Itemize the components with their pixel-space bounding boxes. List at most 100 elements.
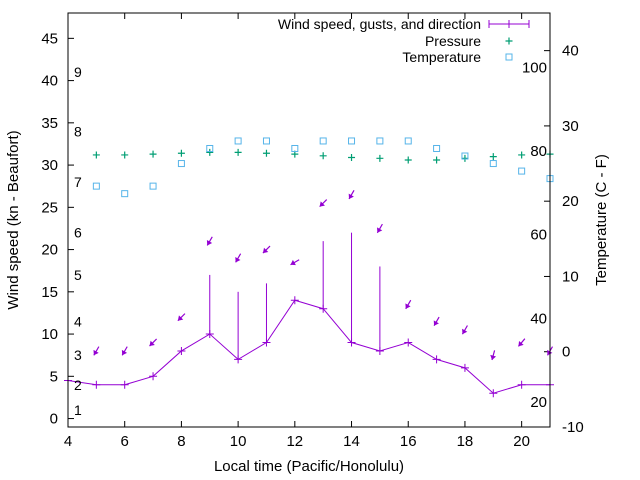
wind-speed-point [177, 346, 186, 355]
temperature-point [433, 144, 441, 152]
direction-arrow-head [377, 227, 383, 233]
x-tick-label: 6 [121, 433, 129, 450]
fahrenheit-label: 60 [530, 227, 547, 244]
pressure-point [206, 148, 214, 156]
beaufort-label: 1 [74, 402, 82, 418]
x-axis-title: Local time (Pacific/Honolulu) [214, 458, 404, 475]
legend-swatch-marker [505, 53, 513, 61]
y-tick-label: 5 [50, 368, 58, 385]
y2-tick-label: 20 [562, 193, 579, 210]
beaufort-label: 6 [74, 225, 82, 241]
temperature-point [177, 160, 185, 168]
y-tick-label: 25 [41, 199, 58, 216]
x-tick-label: 12 [286, 433, 303, 450]
wind-speed-line [67, 299, 550, 394]
y-axis-title: Wind speed (kn - Beaufort) [5, 130, 22, 309]
fahrenheit-label: 40 [530, 310, 547, 327]
direction-arrow-head [490, 354, 497, 361]
pressure-point [234, 148, 242, 156]
pressure-point [121, 151, 129, 159]
pressure-point [177, 149, 185, 157]
legend-swatch-marker [505, 20, 513, 28]
x-tick-label: 20 [513, 433, 530, 450]
temperature-point [92, 182, 100, 190]
temperature-point [348, 137, 356, 145]
plot-frame [67, 12, 551, 428]
direction-arrow-head [518, 340, 524, 347]
wind-speed-point [149, 372, 158, 381]
pressure-point [404, 156, 412, 164]
temperature-point [376, 137, 384, 145]
pressure-point [376, 154, 384, 162]
direction-arrow-head [149, 340, 155, 347]
wind-speed-point [517, 380, 526, 389]
pressure-point [461, 154, 469, 162]
wind-speed-point [489, 389, 498, 398]
wind-speed-point [347, 338, 356, 347]
pressure-point [92, 151, 100, 159]
direction-arrow-head [93, 349, 99, 356]
y-tick-label: 45 [41, 30, 58, 47]
y2-tick-label: 0 [562, 344, 570, 361]
wind-speed-point [460, 363, 469, 372]
pressure-point [518, 151, 526, 159]
x-tick-label: 16 [400, 433, 417, 450]
temperature-point [206, 144, 214, 152]
wind-speed-point [205, 330, 214, 339]
legend: Wind speed, gusts, and directionPressure… [278, 16, 530, 65]
temperature-point [404, 137, 412, 145]
pressure-point [262, 149, 270, 157]
fahrenheit-label: 100 [522, 59, 547, 76]
pressure-point [433, 156, 441, 164]
direction-arrow-head [121, 349, 128, 356]
y-tick-label: 0 [50, 411, 58, 428]
wind-speed-point [234, 355, 243, 364]
wind-speed-point [319, 304, 328, 313]
direction-arrow-head [348, 193, 354, 199]
pressure-point [489, 153, 497, 161]
direction-arrow-head [319, 201, 325, 207]
beaufort-label: 3 [74, 347, 82, 363]
legend-label-temperature: Temperature [402, 49, 481, 65]
y-tick-label: 10 [41, 326, 58, 343]
direction-arrow-head [177, 315, 184, 321]
temperature-point [121, 190, 129, 198]
legend-swatch-marker [505, 37, 513, 45]
wind-speed-point [404, 338, 413, 347]
direction-arrow-head [405, 303, 411, 309]
pressure-point [319, 152, 327, 160]
y2-tick-label: 10 [562, 268, 579, 285]
y2-tick-label: -10 [562, 419, 584, 436]
direction-arrow-head [262, 247, 269, 254]
wind-speed-point [290, 296, 299, 305]
y-tick-label: 30 [41, 157, 58, 174]
beaufort-label: 8 [74, 123, 82, 139]
temperature-point [489, 160, 497, 168]
y2-axis-title: Temperature (C - F) [593, 154, 610, 286]
x-tick-label: 10 [230, 433, 247, 450]
legend-label-pressure: Pressure [425, 33, 481, 49]
wind-speed-point [432, 355, 441, 364]
y-tick-label: 40 [41, 73, 58, 90]
beaufort-label: 2 [74, 377, 82, 393]
temperature-point [461, 152, 469, 160]
direction-arrow-head [235, 256, 241, 263]
beaufort-label: 4 [74, 313, 82, 329]
temperature-point [149, 182, 157, 190]
fahrenheit-label: 80 [530, 143, 547, 160]
direction-arrow-head [462, 328, 468, 335]
wind-speed-point [120, 380, 129, 389]
temperature-point [291, 144, 299, 152]
y2-tick-label: 30 [562, 118, 579, 135]
wind-speed-point [375, 346, 384, 355]
tick-labels: 4 6 8 10 12 14 16 18 20051015202530354045-100102… [41, 30, 583, 450]
y2-tick-label: 40 [562, 43, 579, 60]
y-tick-label: 35 [41, 115, 58, 132]
x-tick-label: 14 [343, 433, 360, 450]
wind-speed-point [92, 380, 101, 389]
tick-marks [67, 13, 550, 428]
fahrenheit-label: 20 [530, 394, 547, 411]
x-tick-label: 8 [177, 433, 185, 450]
